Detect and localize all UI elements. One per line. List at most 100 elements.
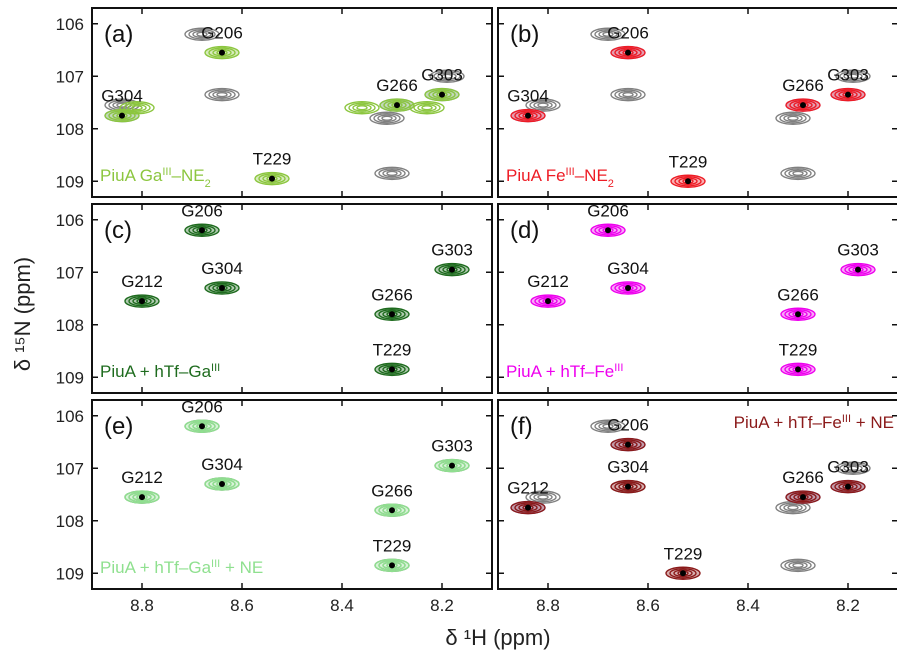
- peak-center: [795, 366, 801, 373]
- peak-label: G266: [782, 76, 824, 95]
- y-tick-label: 108: [56, 120, 84, 139]
- reference-peak: [775, 111, 811, 125]
- peak-center: [389, 562, 395, 569]
- peak-center: [525, 504, 531, 511]
- peak-label: G206: [181, 201, 223, 220]
- panel-annotation: PiuA FeIII–NE2: [506, 166, 614, 190]
- peak-label: G206: [201, 24, 243, 43]
- peak-center: [625, 483, 631, 490]
- x-tick-label: 8.6: [230, 596, 254, 615]
- panel-letter: (d): [510, 217, 539, 244]
- y-axis-label: δ ¹⁵N (ppm): [10, 257, 35, 371]
- y-tick-label: 108: [56, 512, 84, 531]
- x-tick-label: 8.2: [836, 596, 860, 615]
- panel-annotation: PiuA + hTf–FeIII: [506, 362, 623, 381]
- peak-label: G304: [607, 259, 649, 278]
- reference-peak: [780, 166, 816, 181]
- reference-peak: [610, 87, 646, 102]
- peak-label: G304: [101, 87, 143, 106]
- peak-center: [119, 112, 125, 119]
- peak-center: [269, 175, 275, 182]
- reference-peak: [835, 461, 871, 475]
- peak-center: [625, 441, 631, 448]
- peak-label: T229: [669, 152, 708, 171]
- peak-label: G266: [371, 481, 413, 500]
- peak-label: G206: [587, 201, 629, 220]
- reference-peak: [184, 27, 220, 41]
- peak-center: [199, 227, 205, 234]
- sample-peak: [344, 101, 380, 115]
- x-axis-label: δ ¹H (ppm): [445, 625, 550, 650]
- peak-center: [605, 227, 611, 234]
- reference-peak: [780, 558, 816, 573]
- panel-letter: (f): [510, 413, 533, 440]
- panel-frame: [497, 203, 897, 394]
- peak-label: G303: [431, 437, 473, 456]
- panel-annotation: PiuA + hTf–FeIII + NE: [734, 413, 894, 432]
- x-tick-label: 8.8: [536, 596, 560, 615]
- y-tick-label: 107: [56, 263, 84, 282]
- y-tick-label: 109: [56, 172, 84, 191]
- y-tick-label: 109: [56, 368, 84, 387]
- panel-letter: (b): [510, 21, 539, 48]
- sample-peak: [670, 174, 706, 188]
- peak-label: G304: [607, 458, 649, 477]
- peak-label: G212: [121, 468, 163, 487]
- peak-center: [389, 507, 395, 514]
- peak-center: [219, 481, 225, 487]
- peak-center: [219, 49, 225, 56]
- reference-peak: [525, 98, 561, 112]
- y-tick-label: 106: [56, 211, 84, 230]
- panel-annotation: PiuA GaIII–NE2: [100, 166, 211, 190]
- panel-letter: (a): [104, 21, 133, 48]
- peak-label: G303: [431, 241, 473, 260]
- panel-frame: [91, 399, 493, 590]
- reference-peak: [590, 419, 626, 433]
- peak-center: [545, 298, 551, 305]
- x-tick-label: 8.4: [736, 596, 760, 615]
- peak-label: G266: [371, 285, 413, 304]
- peak-label: G212: [121, 272, 163, 291]
- peak-label: G303: [827, 66, 869, 85]
- reference-peak: [835, 69, 871, 83]
- sample-peak: [610, 281, 646, 295]
- peak-center: [389, 311, 395, 318]
- peak-label: T229: [253, 150, 292, 169]
- peak-label: G212: [507, 479, 549, 498]
- peak-label: G206: [181, 397, 223, 416]
- peak-label: G212: [527, 272, 569, 291]
- reference-peak: [525, 490, 561, 504]
- peak-label: G303: [837, 241, 879, 260]
- x-tick-label: 8.6: [636, 596, 660, 615]
- peak-center: [800, 102, 806, 109]
- peak-label: G266: [376, 76, 418, 95]
- peak-center: [855, 266, 861, 273]
- peak-center: [625, 49, 631, 56]
- peak-label: T229: [779, 340, 818, 359]
- y-tick-label: 106: [56, 407, 84, 426]
- peak-label: T229: [373, 536, 412, 555]
- x-tick-label: 8.2: [430, 596, 454, 615]
- panel-annotation: PiuA + hTf–GaIII: [100, 362, 220, 381]
- panel-frame: [497, 399, 897, 590]
- y-tick-label: 107: [56, 67, 84, 86]
- reference-peak: [429, 69, 465, 83]
- peak-label: G266: [782, 468, 824, 487]
- peak-label: G303: [421, 66, 463, 85]
- panel-c: 106 107 108 109 G206 G212 G304 G266 T229 G303 (c) P…: [56, 201, 493, 394]
- peak-center: [685, 178, 691, 185]
- y-tick-label: 108: [56, 316, 84, 335]
- peak-label: G206: [607, 416, 649, 435]
- peak-center: [449, 266, 455, 273]
- peak-center: [845, 483, 851, 490]
- x-tick-label: 8.8: [130, 596, 154, 615]
- peak-center: [394, 102, 400, 109]
- panel-annotation: PiuA + hTf–GaIII + NE: [100, 558, 263, 577]
- peak-center: [139, 494, 145, 501]
- peak-label: T229: [664, 544, 703, 563]
- panel-d: G206 G212 G304 G266 T229 G303 (d) PiuA + hTf–Fe…: [497, 201, 897, 394]
- peak-center: [219, 285, 225, 291]
- panel-frame: [497, 7, 897, 198]
